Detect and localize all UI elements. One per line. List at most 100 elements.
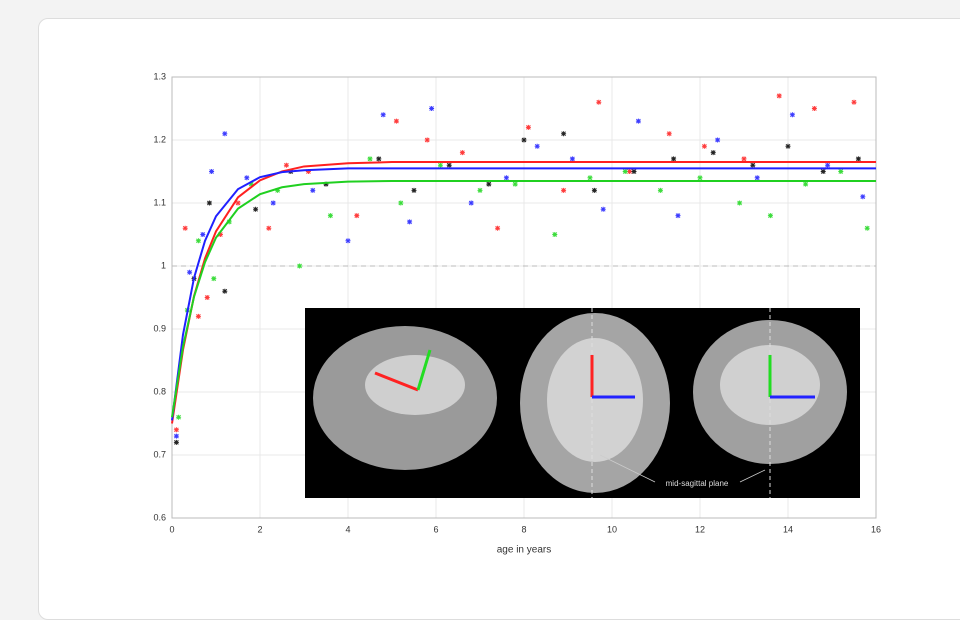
scatter-point (715, 138, 720, 143)
scatter-point (253, 207, 258, 212)
y-tick-label: 1.2 (153, 134, 166, 144)
axial-white-matter (547, 338, 643, 462)
scatter-point (209, 169, 214, 174)
scatter-point (821, 169, 826, 174)
sagittal-white-matter (365, 355, 465, 415)
scatter-point (623, 169, 628, 174)
scatter-point (768, 213, 773, 218)
scatter-point (200, 232, 205, 237)
scatter-point (381, 112, 386, 117)
y-tick-label: 0.6 (153, 512, 166, 522)
scatter-point (429, 106, 434, 111)
x-axis-label: age in years (497, 545, 551, 556)
scatter-point (495, 226, 500, 231)
scatter-point (632, 169, 637, 174)
scatter-point (698, 175, 703, 180)
scatter-point (244, 175, 249, 180)
scatter-point (627, 169, 632, 174)
scatter-point (346, 238, 351, 243)
scatter-point (183, 226, 188, 231)
scatter-point (196, 314, 201, 319)
scatter-point (552, 232, 557, 237)
scatter-point (187, 270, 192, 275)
x-tick-label: 0 (169, 524, 174, 534)
y-tick-label: 1.1 (153, 197, 166, 207)
scatter-point (207, 201, 212, 206)
y-tick-label: 0.9 (153, 323, 166, 333)
x-tick-label: 6 (433, 524, 438, 534)
scatter-point (702, 144, 707, 149)
scatter-point (504, 175, 509, 180)
scatter-point (592, 188, 597, 193)
scatter-point (284, 163, 289, 168)
scatter-point (174, 427, 179, 432)
scatter-point (755, 175, 760, 180)
annotation: mid-sagittal plane (666, 479, 729, 488)
scatter-point (803, 182, 808, 187)
x-tick-label: 8 (521, 524, 526, 534)
x-tick-label: 10 (607, 524, 617, 534)
scatter-point (570, 156, 575, 161)
scatter-point (394, 119, 399, 124)
scatter-point (271, 201, 276, 206)
x-tick-label: 12 (695, 524, 705, 534)
scatter-point (777, 93, 782, 98)
scatter-point (368, 156, 373, 161)
scatter-point (636, 119, 641, 124)
y-tick-label: 0.8 (153, 386, 166, 396)
scatter-point (812, 106, 817, 111)
scatter-point (838, 169, 843, 174)
scatter-point (737, 201, 742, 206)
x-tick-label: 16 (871, 524, 881, 534)
scatter-point (469, 201, 474, 206)
scatter-point (176, 415, 181, 420)
scatter-point (222, 289, 227, 294)
scatter-point (407, 219, 412, 224)
scatter-point (513, 182, 518, 187)
scatter-point (328, 213, 333, 218)
scatter-point (561, 131, 566, 136)
scatter-point (412, 188, 417, 193)
y-tick-label: 1 (161, 260, 166, 270)
scatter-point (852, 100, 857, 105)
scatter-point (174, 434, 179, 439)
scatter-point (742, 156, 747, 161)
scatter-point (667, 131, 672, 136)
scatter-point (478, 188, 483, 193)
chart: mid-sagittal plane age in years 0.6 0.7 0.… (0, 0, 960, 585)
scatter-point (601, 207, 606, 212)
scatter-point (376, 156, 381, 161)
scatter-point (205, 295, 210, 300)
x-tick-label: 2 (257, 524, 262, 534)
scatter-point (676, 213, 681, 218)
scatter-point (711, 150, 716, 155)
scatter-point (310, 188, 315, 193)
scatter-point (460, 150, 465, 155)
scatter-point (354, 213, 359, 218)
brain-inset: mid-sagittal plane (305, 308, 860, 498)
y-tick-label: 0.7 (153, 449, 166, 459)
scatter-point (561, 188, 566, 193)
scatter-point (671, 156, 676, 161)
scatter-point (790, 112, 795, 117)
scatter-point (196, 238, 201, 243)
page: {"chart_data": {"type": "scatter", "x_la… (0, 0, 960, 585)
x-tick-label: 14 (783, 524, 793, 534)
scatter-point (222, 131, 227, 136)
scatter-point (658, 188, 663, 193)
scatter-point (486, 182, 491, 187)
scatter-point (398, 201, 403, 206)
scatter-point (588, 175, 593, 180)
scatter-point (865, 226, 870, 231)
scatter-point (596, 100, 601, 105)
scatter-point (174, 440, 179, 445)
scatter-point (535, 144, 540, 149)
scatter-point (750, 163, 755, 168)
scatter-point (425, 138, 430, 143)
scatter-point (266, 226, 271, 231)
scatter-point (856, 156, 861, 161)
x-tick-label: 4 (345, 524, 350, 534)
scatter-point (526, 125, 531, 130)
scatter-point (786, 144, 791, 149)
scatter-point (438, 163, 443, 168)
